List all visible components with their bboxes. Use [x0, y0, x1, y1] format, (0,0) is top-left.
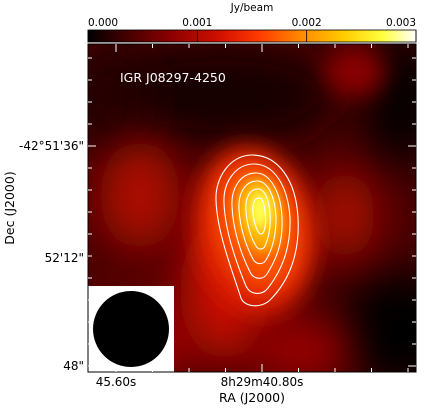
extended-emission [250, 320, 350, 372]
beam-ellipse [93, 291, 169, 367]
frame-ticks [88, 44, 416, 372]
colorbar-tick-label: 0.003 [386, 17, 416, 29]
y-axis-label: Dec (J2000) [2, 171, 17, 244]
x-tick-label: 45.60s [96, 375, 137, 389]
colorbar: Jy/beam 0.000 0.001 0.002 0.003 [87, 2, 417, 43]
colorbar-tick-label: 0.000 [88, 17, 118, 29]
colorbar-label: Jy/beam [230, 2, 274, 14]
plot-frame [87, 43, 417, 373]
extended-emission [315, 170, 375, 260]
dark-region [100, 45, 340, 145]
source-peak [248, 190, 272, 230]
dark-region [340, 270, 416, 372]
dark-region [365, 44, 416, 170]
contours [215, 154, 299, 307]
colorbar-tick-label: 0.001 [182, 17, 212, 29]
contour-3 [231, 172, 283, 279]
x-axis-label: RA (J2000) [219, 390, 285, 405]
contour-1 [215, 154, 299, 307]
source-name: IGR J08297-4250 [120, 70, 226, 85]
colorbar-tick-label: 0.002 [292, 17, 322, 29]
colorbar-gradient [87, 29, 417, 43]
contour-4 [238, 180, 277, 265]
extended-emission [100, 140, 180, 250]
dark-region [88, 44, 150, 160]
contour-2 [223, 163, 291, 294]
contour-5 [245, 188, 271, 250]
dark-region [325, 47, 385, 97]
contour-6 [252, 197, 267, 235]
heatmap-image: IGR J08297-4250 [88, 44, 416, 372]
y-tick-label: 52'12" [45, 251, 84, 265]
x-tick-label: 8h29m40.80s [221, 375, 304, 389]
colorbar-ticks: 0.000 0.001 0.002 0.003 [87, 17, 417, 42]
y-tick-label: -42°51'36" [19, 139, 84, 153]
y-tick-label: 48" [63, 359, 84, 373]
